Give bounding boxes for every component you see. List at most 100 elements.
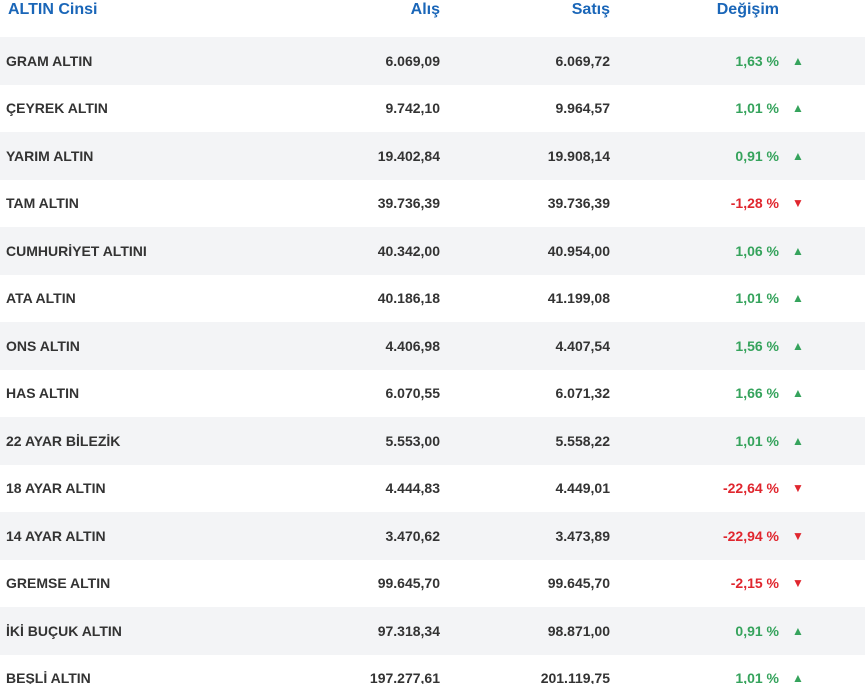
triangle-up-icon: ▲ (792, 53, 804, 68)
change-cell: 0,91 % ▲ (610, 623, 813, 639)
table-row[interactable]: CUMHURİYET ALTINI 40.342,00 40.954,00 1,06 … (0, 227, 865, 275)
gold-type-name: CUMHURİYET ALTINI (6, 242, 147, 259)
triangle-down-icon: ▼ (792, 576, 804, 591)
sell-price: 6.071,32 (555, 385, 611, 402)
sell-price: 201.119,75 (540, 670, 610, 684)
table-row[interactable]: ATA ALTIN 40.186,18 41.199,08 1,01 % ▲ (0, 275, 865, 323)
gold-type-name: GREMSE ALTIN (6, 575, 111, 592)
sell-price: 41.199,08 (547, 290, 610, 307)
buy-price: 6.069,09 (385, 52, 441, 69)
sell-price: 98.871,00 (547, 622, 610, 639)
table-row[interactable]: BEŞLİ ALTIN 197.277,61 201.119,75 1,01 % ▲ (0, 655, 865, 684)
change-percent: 1,01 % (735, 290, 779, 307)
change-percent: 1,06 % (735, 242, 779, 259)
buy-price: 197.277,61 (369, 670, 440, 684)
change-percent: 1,01 % (735, 432, 779, 449)
table-row[interactable]: GREMSE ALTIN 99.645,70 99.645,70 -2,15 % ▼ (0, 560, 865, 608)
buy-price: 9.742,10 (385, 100, 441, 117)
triangle-up-icon: ▲ (792, 386, 804, 401)
change-cell: -22,64 % ▼ (610, 480, 813, 496)
triangle-up-icon: ▲ (792, 291, 804, 306)
header-name[interactable]: ALTIN Cinsi (8, 1, 98, 18)
change-percent: 0,91 % (735, 147, 779, 164)
triangle-down-icon: ▼ (792, 481, 804, 496)
table-row[interactable]: İKİ BUÇUK ALTIN 97.318,34 98.871,00 0,91 % ▲ (0, 607, 865, 655)
table-row[interactable]: YARIM ALTIN 19.402,84 19.908,14 0,91 % ▲ (0, 132, 865, 180)
gold-type-name: ATA ALTIN (6, 290, 76, 307)
gold-type-name: İKİ BUÇUK ALTIN (6, 622, 122, 639)
gold-type-name: 14 AYAR ALTIN (6, 527, 106, 544)
change-cell: 1,56 % ▲ (610, 338, 813, 354)
triangle-down-icon: ▼ (792, 196, 804, 211)
table-row[interactable]: GRAM ALTIN 6.069,09 6.069,72 1,63 % ▲ (0, 37, 865, 85)
triangle-up-icon: ▲ (792, 243, 804, 258)
change-percent: 1,56 % (735, 337, 779, 354)
triangle-down-icon: ▼ (792, 528, 804, 543)
table-row[interactable]: TAM ALTIN 39.736,39 39.736,39 -1,28 % ▼ (0, 180, 865, 228)
sell-price: 19.908,14 (547, 147, 610, 164)
table-body: GRAM ALTIN 6.069,09 6.069,72 1,63 % ▲ ÇEYREK … (0, 37, 865, 684)
change-cell: 1,01 % ▲ (610, 670, 813, 684)
change-percent: -22,64 % (722, 480, 779, 497)
buy-price: 99.645,70 (377, 575, 440, 592)
triangle-up-icon: ▲ (792, 148, 804, 163)
sell-price: 3.473,89 (555, 527, 611, 544)
table-row[interactable]: 14 AYAR ALTIN 3.470,62 3.473,89 -22,94 % ▼ (0, 512, 865, 560)
sell-price: 4.449,01 (555, 480, 611, 497)
sell-price: 5.558,22 (555, 432, 611, 449)
sell-price: 39.736,39 (547, 195, 610, 212)
change-cell: 1,66 % ▲ (610, 385, 813, 401)
change-percent: 1,63 % (735, 52, 779, 69)
change-cell: -1,28 % ▼ (610, 195, 813, 211)
buy-price: 40.186,18 (377, 290, 440, 307)
sell-price: 6.069,72 (555, 52, 611, 69)
gold-type-name: YARIM ALTIN (6, 147, 94, 164)
sell-price: 40.954,00 (547, 242, 610, 259)
triangle-up-icon: ▲ (792, 433, 804, 448)
change-cell: 1,63 % ▲ (610, 53, 813, 69)
change-percent: 0,91 % (735, 622, 779, 639)
header-sell[interactable]: Satış (571, 1, 610, 18)
change-percent: -22,94 % (722, 527, 779, 544)
buy-price: 39.736,39 (377, 195, 440, 212)
buy-price: 3.470,62 (385, 527, 441, 544)
sell-price: 9.964,57 (555, 100, 611, 117)
header-change[interactable]: Değişim (610, 0, 813, 20)
table-row[interactable]: ONS ALTIN 4.406,98 4.407,54 1,56 % ▲ (0, 322, 865, 370)
gold-type-name: ÇEYREK ALTIN (6, 100, 108, 117)
buy-price: 4.406,98 (385, 337, 441, 354)
gold-type-name: 22 AYAR BİLEZİK (6, 432, 121, 449)
table-row[interactable]: 18 AYAR ALTIN 4.444,83 4.449,01 -22,64 % ▼ (0, 465, 865, 513)
change-cell: 1,01 % ▲ (610, 290, 813, 306)
gold-type-name: TAM ALTIN (6, 195, 79, 212)
table-row[interactable]: HAS ALTIN 6.070,55 6.071,32 1,66 % ▲ (0, 370, 865, 418)
change-percent: 1,66 % (735, 385, 779, 402)
gold-type-name: ONS ALTIN (6, 337, 80, 354)
table-row[interactable]: 22 AYAR BİLEZİK 5.553,00 5.558,22 1,01 % ▲ (0, 417, 865, 465)
triangle-up-icon: ▲ (792, 623, 804, 638)
table-header: ALTIN Cinsi Alış Satış Değişim (0, 0, 865, 37)
change-cell: 0,91 % ▲ (610, 148, 813, 164)
change-cell: 1,06 % ▲ (610, 243, 813, 259)
buy-price: 97.318,34 (377, 622, 440, 639)
change-cell: 1,01 % ▲ (610, 100, 813, 116)
header-buy[interactable]: Alış (410, 1, 440, 18)
triangle-up-icon: ▲ (792, 101, 804, 116)
gold-type-name: HAS ALTIN (6, 385, 80, 402)
buy-price: 4.444,83 (385, 480, 441, 497)
header-change-label: Değişim (716, 1, 779, 18)
sell-price: 99.645,70 (547, 575, 610, 592)
buy-price: 40.342,00 (377, 242, 440, 259)
change-percent: 1,01 % (735, 100, 779, 117)
gold-type-name: BEŞLİ ALTIN (6, 670, 91, 684)
gold-type-name: GRAM ALTIN (6, 52, 93, 69)
change-cell: 1,01 % ▲ (610, 433, 813, 449)
triangle-up-icon: ▲ (792, 671, 804, 684)
triangle-up-icon: ▲ (792, 338, 804, 353)
table-row[interactable]: ÇEYREK ALTIN 9.742,10 9.964,57 1,01 % ▲ (0, 85, 865, 133)
buy-price: 6.070,55 (385, 385, 441, 402)
gold-type-name: 18 AYAR ALTIN (6, 480, 106, 497)
change-cell: -2,15 % ▼ (610, 575, 813, 591)
change-percent: -1,28 % (730, 195, 779, 212)
